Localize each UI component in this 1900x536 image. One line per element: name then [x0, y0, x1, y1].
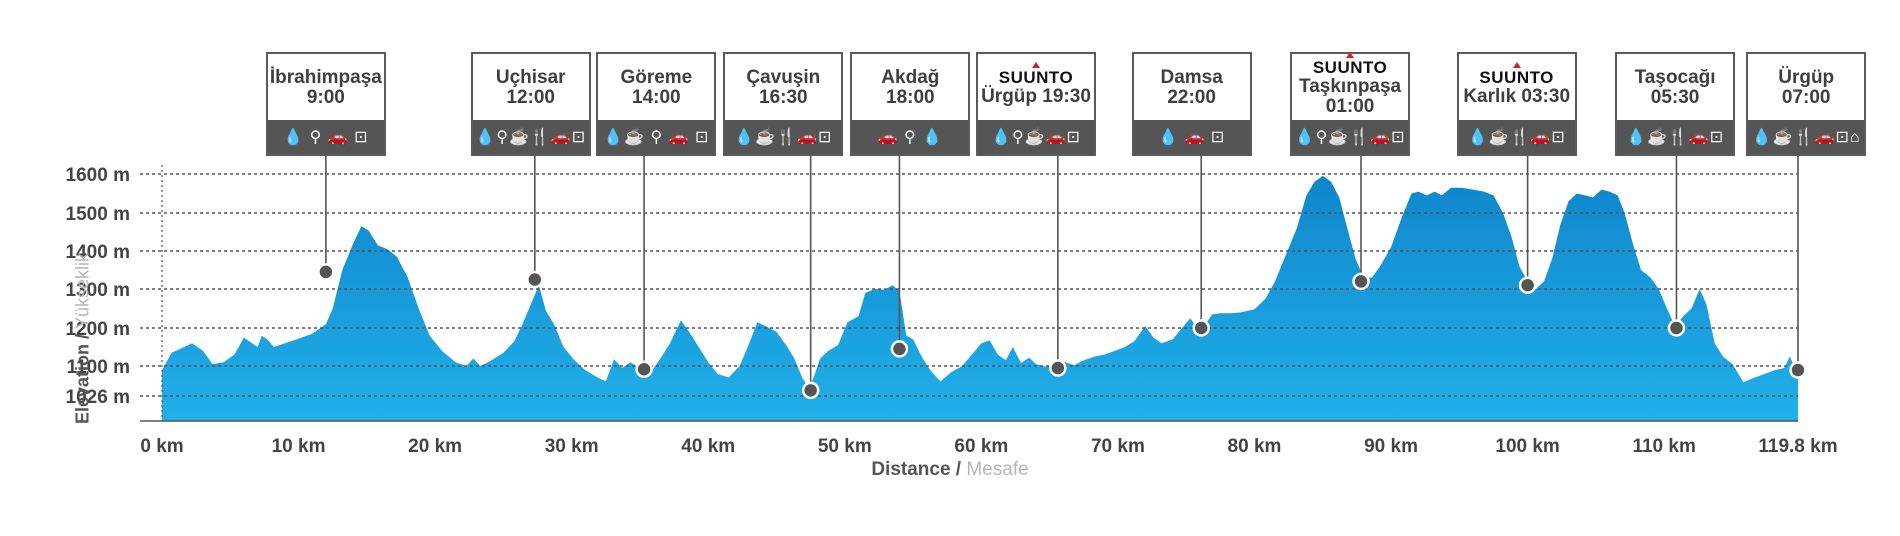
- checkpoint-box: Uçhisar 12:00 💧⚲☕🍴🚗⊡: [470, 52, 591, 156]
- checkpoint-amenity-icons: 💧 🚗 ⊡: [1133, 120, 1250, 154]
- checkpoint-amenity-icons: 💧☕🍴🚗⊡: [1458, 120, 1575, 154]
- checkpoint-header: SUUNTO Ürgüp 19:30: [978, 54, 1094, 122]
- checkpoint-time: 14:00: [632, 87, 681, 108]
- checkpoint-amenity-icons: 💧☕🍴🚗⊡: [725, 120, 842, 154]
- checkpoint-header: Akdağ 18:00: [852, 54, 968, 122]
- checkpoint-amenity-icons: 💧⚲☕🚗⊡: [977, 120, 1094, 154]
- x-axis-ticks: 0 km 10 km 20 km 30 km 40 km 50 km 60 km 70 km 8…: [140, 436, 1837, 457]
- checkpoint-time: 05:30: [1650, 87, 1700, 108]
- checkpoint-header: Çavuşin 16:30: [725, 54, 841, 122]
- checkpoint-marker: [317, 263, 335, 281]
- checkpoint-marker: [526, 270, 544, 289]
- checkpoint-markers: [317, 156, 1807, 400]
- sponsor-logo: SUUNTO: [1479, 62, 1554, 87]
- checkpoint-header: Göreme 14:00: [598, 54, 714, 122]
- checkpoint-marker: [801, 381, 820, 400]
- checkpoint-time: 01:00: [1325, 96, 1375, 117]
- checkpoint-box: Damsa 22:00 💧 🚗 ⊡: [1131, 52, 1252, 156]
- x-tick-label: 80 km: [1228, 436, 1282, 457]
- checkpoint-box: Göreme 14:00 💧☕ ⚲ 🚗 ⊡: [596, 52, 717, 156]
- x-tick-label: 119.8 km: [1758, 436, 1837, 457]
- checkpoint-name: Taşocağı: [1634, 67, 1716, 88]
- y-axis-title: Elevation / Yükseklik: [72, 252, 93, 425]
- x-axis-title: Distance / Mesafe: [871, 459, 1029, 480]
- x-tick-label: 20 km: [408, 436, 462, 457]
- checkpoint-marker: [1049, 359, 1067, 377]
- checkpoint-box: Çavuşin 16:30 💧☕🍴🚗⊡: [723, 52, 844, 156]
- x-tick-label: 60 km: [954, 436, 1008, 457]
- checkpoint-amenity-icons: 💧☕ ⚲ 🚗 ⊡: [598, 120, 715, 154]
- elevation-area: [162, 175, 1798, 421]
- checkpoint-header: Damsa 22:00: [1134, 54, 1250, 122]
- checkpoint-amenity-icons: 💧☕🍴🚗⊡⌂: [1748, 120, 1865, 154]
- checkpoint-time: 16:30: [759, 87, 808, 108]
- y-tick-label: 1400 m: [66, 242, 130, 263]
- x-axis-title-main: Distance: [871, 459, 951, 480]
- x-tick-label: 30 km: [545, 436, 599, 457]
- checkpoint-name: Akdağ: [881, 67, 940, 88]
- sponsor-logo: SUUNTO: [998, 62, 1074, 87]
- checkpoint-marker: [1667, 319, 1686, 337]
- y-tick-label: 1600 m: [66, 165, 130, 186]
- x-tick-label: 50 km: [818, 436, 872, 457]
- checkpoint-marker: [1192, 319, 1210, 337]
- checkpoint-box: SUUNTO Karlık 03:30 💧☕🍴🚗⊡: [1456, 52, 1577, 156]
- checkpoint-time: 22:00: [1167, 87, 1216, 108]
- checkpoint-marker: [890, 340, 909, 358]
- checkpoint-marker: [1352, 272, 1370, 291]
- y-tick-label: 1026 m: [66, 387, 130, 408]
- sponsor-logo: SUUNTO: [1312, 52, 1388, 77]
- checkpoint-amenity-icons: 💧⚲☕🍴🚗⊡: [472, 120, 589, 154]
- checkpoint-name: Damsa: [1160, 67, 1223, 88]
- checkpoint-amenity-icons: 💧⚲☕🍴🚗⊡: [1292, 120, 1409, 154]
- checkpoint-marker: [1518, 276, 1537, 294]
- checkpoint-header: SUUNTO Karlık 03:30: [1459, 54, 1575, 122]
- checkpoint-time: 12:00: [506, 87, 555, 108]
- checkpoint-box: Taşocağı 05:30 💧☕🍴🚗⊡: [1615, 52, 1736, 156]
- checkpoint-header: Ürgüp 07:00: [1748, 54, 1864, 122]
- checkpoint-time: 07:00: [1781, 87, 1831, 108]
- checkpoint-box: SUUNTO Ürgüp 19:30 💧⚲☕🚗⊡: [975, 52, 1096, 156]
- checkpoint-amenity-icons: 💧☕🍴🚗⊡: [1617, 120, 1734, 154]
- checkpoint-box: SUUNTO Taşkınpaşa 01:00 💧⚲☕🍴🚗⊡: [1290, 52, 1411, 156]
- checkpoint-box: Akdağ 18:00 🚗 ⚲ 💧: [850, 52, 971, 156]
- checkpoint-box: İbrahimpaşa 9:00 💧 ⚲ 🚗 ⊡: [265, 52, 386, 156]
- y-tick-label: 1500 m: [66, 204, 130, 225]
- checkpoint-header: Taşocağı 05:30: [1617, 54, 1733, 122]
- x-tick-label: 100 km: [1495, 436, 1559, 457]
- checkpoint-name: Taşkınpaşa: [1299, 76, 1402, 97]
- checkpoint-name: İbrahimpaşa: [269, 67, 382, 88]
- x-tick-label: 0 km: [140, 436, 183, 457]
- checkpoint-name: Ürgüp: [1778, 67, 1835, 88]
- y-tick-label: 1200 m: [66, 319, 130, 340]
- checkpoint-header: Uçhisar 12:00: [473, 54, 589, 122]
- y-tick-label: 1100 m: [67, 357, 130, 378]
- checkpoint-name: Karlık 03:30: [1463, 86, 1571, 107]
- checkpoint-name: Uçhisar: [495, 67, 566, 88]
- y-axis-title-main: Elevation: [72, 344, 93, 425]
- checkpoint-amenity-icons: 💧 ⚲ 🚗 ⊡: [267, 120, 384, 154]
- checkpoint-header: İbrahimpaşa 9:00: [268, 54, 384, 122]
- checkpoint-header: SUUNTO Taşkınpaşa 01:00: [1292, 52, 1408, 122]
- checkpoint-box: Ürgüp 07:00 💧☕🍴🚗⊡⌂: [1746, 52, 1867, 156]
- checkpoint-amenity-icons: 🚗 ⚲ 💧: [852, 120, 969, 154]
- checkpoint-name: Göreme: [620, 67, 693, 88]
- y-axis-ticks: 1600 m 1500 m 1400 m 1300 m 1200 m 1100 m 1026…: [66, 165, 130, 408]
- checkpoint-name: Çavuşin: [746, 67, 821, 88]
- checkpoint-time: 9:00: [306, 87, 345, 108]
- x-axis-title-alt: Mesafe: [966, 459, 1029, 480]
- x-tick-label: 70 km: [1091, 436, 1145, 457]
- checkpoint-name: Ürgüp 19:30: [981, 86, 1091, 107]
- x-tick-label: 40 km: [681, 436, 735, 457]
- x-tick-label: 90 km: [1364, 436, 1418, 457]
- checkpoint-time: 18:00: [886, 87, 935, 108]
- x-tick-label: 110 km: [1632, 436, 1695, 457]
- y-tick-label: 1300 m: [66, 280, 130, 301]
- y-axis-title-alt: Yükseklik: [72, 252, 93, 329]
- checkpoint-marker: [635, 360, 653, 378]
- x-tick-label: 10 km: [272, 436, 326, 457]
- checkpoint-marker: [1789, 361, 1807, 379]
